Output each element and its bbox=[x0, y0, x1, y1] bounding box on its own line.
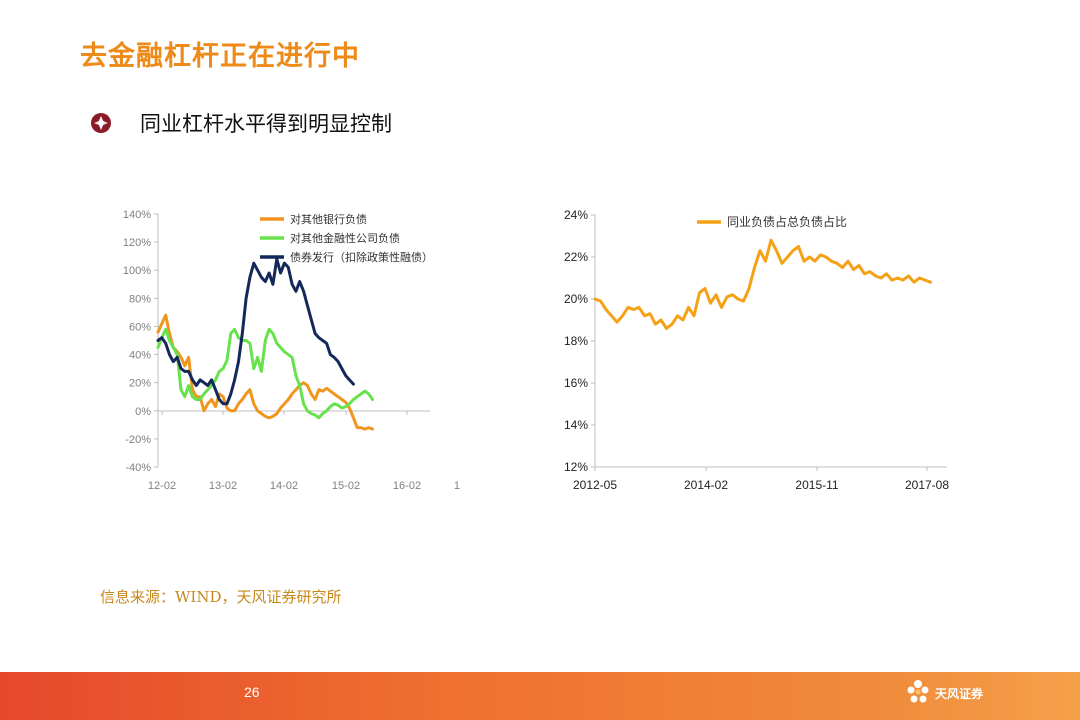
page-number: 26 bbox=[244, 684, 260, 700]
x-tick-label: 14-02 bbox=[270, 480, 298, 492]
interbank-leverage-chart: 140% 120% 100% 80% 60% 40% 20% 0% -20% -40% 12-02 1… bbox=[123, 209, 460, 492]
x-tick-label: 2015-11 bbox=[795, 478, 838, 492]
y-tick-label: 100% bbox=[123, 265, 151, 277]
y-tick-label: -40% bbox=[125, 462, 151, 474]
y-tick-label: 120% bbox=[123, 237, 151, 249]
company-logo: 天风证券 bbox=[905, 678, 983, 708]
y-tick-label: 20% bbox=[129, 378, 151, 390]
x-tick-label: 12-02 bbox=[148, 480, 176, 492]
legend-label: 债券发行（扣除政策性融债） bbox=[290, 250, 433, 264]
slide-title: 去金融杠杆正在进行中 bbox=[80, 41, 360, 72]
x-tick-label: 17-02 bbox=[454, 480, 460, 492]
tianfeng-logo-icon bbox=[907, 680, 929, 703]
y-tick-label: 80% bbox=[129, 293, 151, 305]
y-tick-label: 20% bbox=[564, 292, 588, 306]
y-tick-label: -20% bbox=[125, 434, 151, 446]
series-line bbox=[593, 238, 932, 330]
legend-label: 同业负债占总负债占比 bbox=[727, 214, 847, 229]
x-tick-label: 15-02 bbox=[332, 480, 360, 492]
legend-label: 对其他银行负债 bbox=[290, 212, 367, 226]
series-line bbox=[156, 327, 374, 420]
y-tick-label: 0% bbox=[135, 406, 151, 418]
bullet-row: 同业杠杆水平得到明显控制 bbox=[90, 108, 392, 138]
series-line bbox=[156, 313, 374, 431]
x-tick-label: 16-02 bbox=[393, 480, 421, 492]
x-tick-label: 2017-08 bbox=[905, 478, 949, 492]
x-tick-label: 2012-05 bbox=[573, 478, 617, 492]
y-tick-label: 18% bbox=[564, 334, 588, 348]
y-tick-label: 60% bbox=[129, 321, 151, 333]
footer-bar: 26 天风证券 bbox=[0, 672, 1080, 720]
source-note: 信息来源：WIND，天风证券研究所 bbox=[100, 588, 342, 606]
slide-subtitle: 同业杠杆水平得到明显控制 bbox=[140, 112, 392, 136]
y-tick-label: 40% bbox=[129, 350, 151, 362]
x-tick-label: 13-02 bbox=[209, 480, 237, 492]
series-line bbox=[156, 257, 355, 406]
x-tick-label: 2014-02 bbox=[684, 478, 728, 492]
interbank-liability-ratio-chart: 24% 22% 20% 18% 16% 14% 12% 2012-05 2014-02 2015-… bbox=[564, 208, 949, 492]
y-tick-label: 140% bbox=[123, 209, 151, 221]
logo-text: 天风证券 bbox=[935, 686, 984, 701]
diamond-bullet-icon bbox=[91, 113, 111, 133]
y-tick-label: 12% bbox=[564, 460, 588, 474]
y-tick-label: 22% bbox=[564, 250, 588, 264]
legend-label: 对其他金融性公司负债 bbox=[290, 231, 400, 245]
y-tick-label: 14% bbox=[564, 418, 588, 432]
y-tick-label: 24% bbox=[564, 208, 588, 222]
y-tick-label: 16% bbox=[564, 376, 588, 390]
